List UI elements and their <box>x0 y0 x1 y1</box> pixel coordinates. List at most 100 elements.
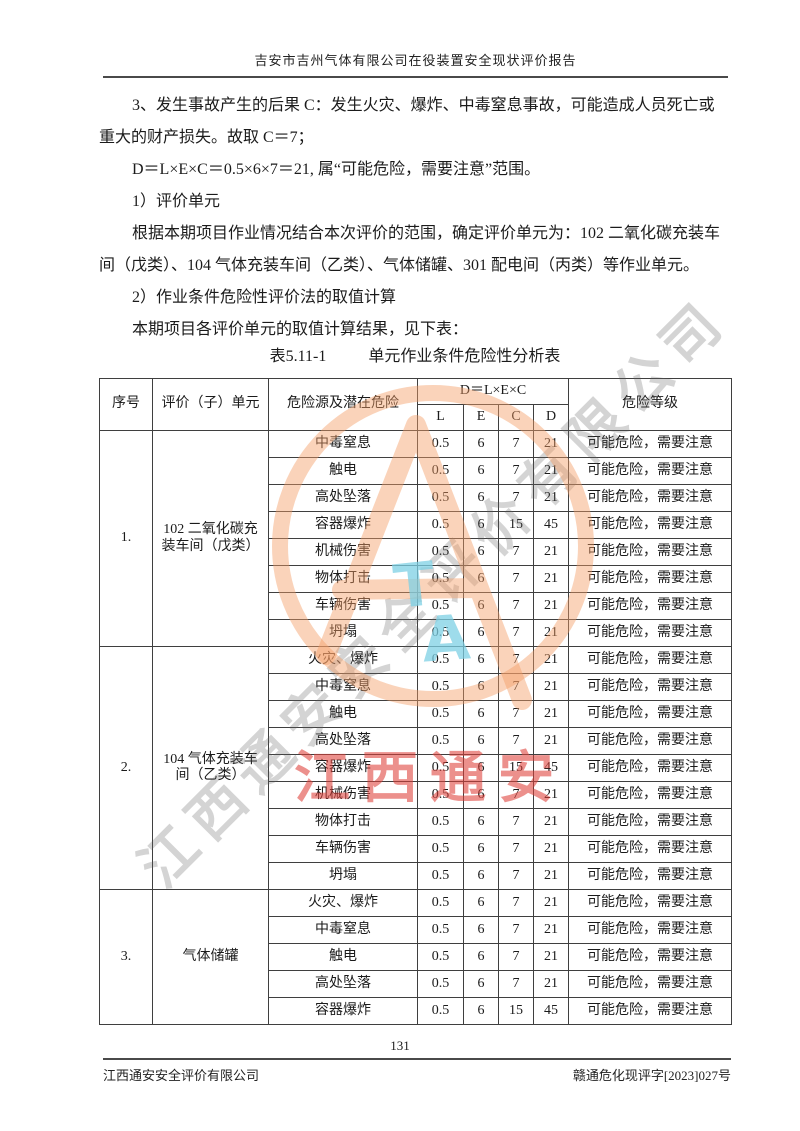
hazard-cell: 车辆伤害 <box>268 592 418 620</box>
risk-level-cell: 可能危险，需要注意 <box>568 700 733 728</box>
risk-level-cell: 可能危险，需要注意 <box>568 727 733 755</box>
risk-level-cell: 可能危险，需要注意 <box>568 565 733 593</box>
hazard-cell: 容器爆炸 <box>268 754 418 782</box>
e-value-cell: 6 <box>463 646 499 674</box>
risk-level-cell: 可能危险，需要注意 <box>568 646 733 674</box>
c-value-cell: 15 <box>498 511 534 539</box>
table-caption: 表5.11-1 单元作业条件危险性分析表 <box>99 342 731 366</box>
table-row: 中毒窒息 0.5 6 7 21 可能危险，需要注意 <box>100 916 733 944</box>
unit-cell: 104 气体充装车 间（乙类） <box>152 646 269 890</box>
e-value-cell: 6 <box>463 484 499 512</box>
c-value-cell: 7 <box>498 700 534 728</box>
d-value-cell: 21 <box>532 592 570 620</box>
l-value-cell: 0.5 <box>417 430 464 458</box>
l-value-cell: 0.5 <box>417 997 464 1025</box>
risk-level-cell: 可能危险，需要注意 <box>568 889 733 917</box>
e-value-cell: 6 <box>463 943 499 971</box>
serial-number-cell: 3. <box>99 889 153 1025</box>
table-row: 触电 0.5 6 7 21 可能危险，需要注意 <box>100 943 733 971</box>
l-value-cell: 0.5 <box>417 619 464 647</box>
e-value-cell: 6 <box>463 430 499 458</box>
footer-document-number: 赣通危化现评字[2023]027号 <box>572 1068 731 1083</box>
d-value-cell: 21 <box>532 673 570 701</box>
hazard-cell: 物体打击 <box>268 808 418 836</box>
l-value-cell: 0.5 <box>417 565 464 593</box>
c-value-cell: 7 <box>498 673 534 701</box>
table-row: 容器爆炸 0.5 6 15 45 可能危险，需要注意 <box>100 997 733 1025</box>
d-value-cell: 21 <box>532 808 570 836</box>
c-value-cell: 7 <box>498 835 534 863</box>
hazard-cell: 容器爆炸 <box>268 997 418 1025</box>
c-value-cell: 7 <box>498 484 534 512</box>
table-row: 机械伤害 0.5 6 7 21 可能危险，需要注意 <box>100 781 733 809</box>
e-value-cell: 6 <box>463 889 499 917</box>
hazard-cell: 高处坠落 <box>268 484 418 512</box>
c-value-cell: 7 <box>498 430 534 458</box>
l-value-cell: 0.5 <box>417 862 464 890</box>
table-row: 高处坠落 0.5 6 7 21 可能危险，需要注意 <box>100 727 733 755</box>
table-row: 车辆伤害 0.5 6 7 21 可能危险，需要注意 <box>100 835 733 863</box>
unit-cell: 气体储罐 <box>152 889 269 1025</box>
table-row: 中毒窒息 0.5 6 7 21 可能危险，需要注意 <box>100 673 733 701</box>
risk-level-cell: 可能危险，需要注意 <box>568 538 733 566</box>
e-value-cell: 6 <box>463 511 499 539</box>
table-row: 2. 104 气体充装车 间（乙类） 火灾、爆炸 0.5 6 7 21 可能危险，需要注意 <box>99 646 733 890</box>
page-number: 131 <box>390 1038 410 1053</box>
table-row: 物体打击 0.5 6 7 21 可能危险，需要注意 <box>100 808 733 836</box>
body-line: 重大的财产损失。故取 C＝7； <box>99 129 314 146</box>
table-row: 高处坠落 0.5 6 7 21 可能危险，需要注意 <box>100 484 733 512</box>
c-value-cell: 7 <box>498 808 534 836</box>
c-value-cell: 7 <box>498 970 534 998</box>
header-c: C <box>498 404 534 431</box>
risk-level-cell: 可能危险，需要注意 <box>568 754 733 782</box>
l-value-cell: 0.5 <box>417 808 464 836</box>
body-line: D＝L×E×C＝0.5×6×7＝21, 属“可能危险，需要注意”范围。 <box>132 161 541 178</box>
e-value-cell: 6 <box>463 457 499 485</box>
risk-level-cell: 可能危险，需要注意 <box>568 457 733 485</box>
e-value-cell: 6 <box>463 781 499 809</box>
table-row: 触电 0.5 6 7 21 可能危险，需要注意 <box>100 457 733 485</box>
hazard-cell: 机械伤害 <box>268 538 418 566</box>
d-value-cell: 21 <box>532 943 570 971</box>
l-value-cell: 0.5 <box>417 457 464 485</box>
c-value-cell: 7 <box>498 943 534 971</box>
risk-level-cell: 可能危险，需要注意 <box>568 511 733 539</box>
e-value-cell: 6 <box>463 970 499 998</box>
hazard-cell: 高处坠落 <box>268 970 418 998</box>
l-value-cell: 0.5 <box>417 835 464 863</box>
c-value-cell: 15 <box>498 754 534 782</box>
d-value-cell: 45 <box>532 511 570 539</box>
l-value-cell: 0.5 <box>417 781 464 809</box>
hazard-cell: 容器爆炸 <box>268 511 418 539</box>
c-value-cell: 7 <box>498 916 534 944</box>
table-row: 机械伤害 0.5 6 7 21 可能危险，需要注意 <box>100 538 733 566</box>
l-value-cell: 0.5 <box>417 646 464 674</box>
unit-name-line: 102 二氧化碳充 <box>163 522 258 538</box>
c-value-cell: 7 <box>498 565 534 593</box>
d-value-cell: 21 <box>532 457 570 485</box>
hazard-cell: 触电 <box>268 700 418 728</box>
body-line: 本期项目各评价单元的取值计算结果，见下表： <box>132 321 469 338</box>
footer-company: 江西通安安全评价有限公司 <box>103 1068 260 1083</box>
d-value-cell: 21 <box>532 727 570 755</box>
e-value-cell: 6 <box>463 673 499 701</box>
table-row: 物体打击 0.5 6 7 21 可能危险，需要注意 <box>100 565 733 593</box>
risk-table-body: 1. 102 二氧化碳充 装车间（戊类） 中毒窒息 0.5 6 7 21 可能危险，需要注意 触电… <box>99 430 733 1025</box>
risk-level-cell: 可能危险，需要注意 <box>568 592 733 620</box>
c-value-cell: 7 <box>498 862 534 890</box>
d-value-cell: 21 <box>532 565 570 593</box>
d-value-cell: 21 <box>532 430 570 458</box>
unit-name-line: 装车间（戊类） <box>161 538 260 554</box>
header-hazard: 危险源及潜在危险 <box>268 378 418 431</box>
d-value-cell: 21 <box>532 835 570 863</box>
hazard-cell: 中毒窒息 <box>268 916 418 944</box>
risk-level-cell: 可能危险，需要注意 <box>568 862 733 890</box>
c-value-cell: 7 <box>498 781 534 809</box>
hazard-cell: 触电 <box>268 943 418 971</box>
unit-cell: 102 二氧化碳充 装车间（戊类） <box>152 430 269 647</box>
l-value-cell: 0.5 <box>417 700 464 728</box>
header-l: L <box>417 404 464 431</box>
l-value-cell: 0.5 <box>417 970 464 998</box>
header-serial: 序号 <box>99 378 153 431</box>
